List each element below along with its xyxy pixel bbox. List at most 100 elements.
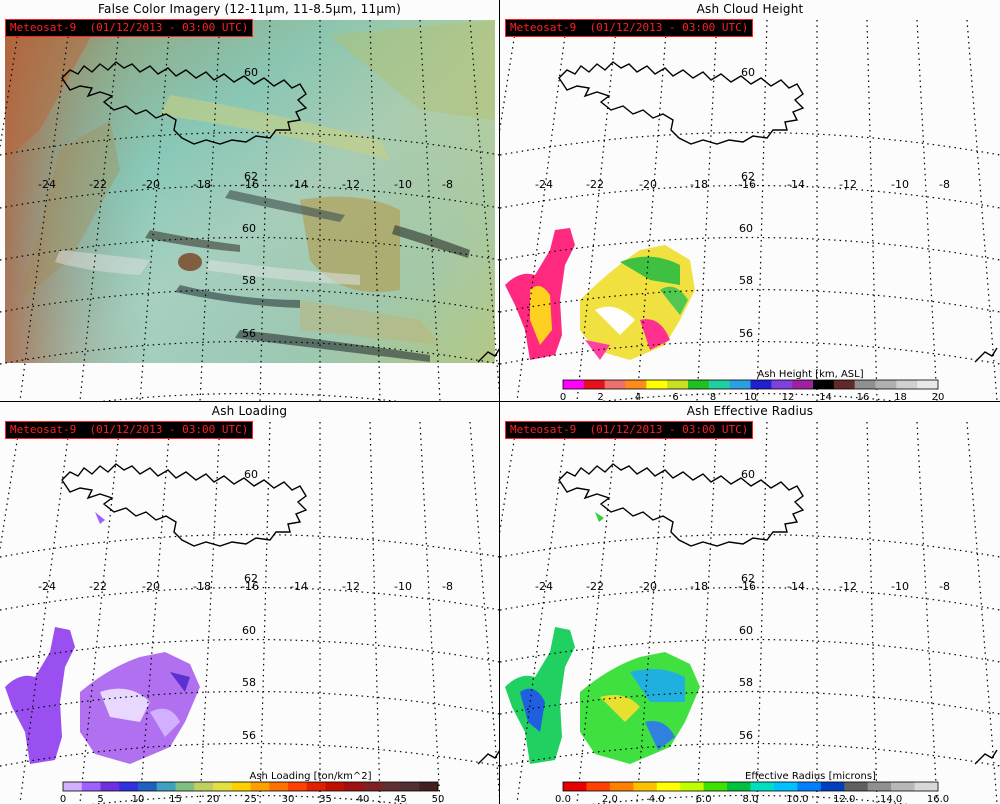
colorbar-swatch xyxy=(288,782,308,791)
panel-title: Ash Cloud Height xyxy=(696,2,804,16)
colorbar-tick: 10 xyxy=(132,794,145,804)
colorbar-tick: 35 xyxy=(319,794,332,804)
ash-height-map: -24 -22 -20 -18 -16 -14 -12 -10 -86062605856Ash … xyxy=(500,19,1000,401)
longitude-label: -14 xyxy=(787,178,805,191)
colorbar-title: Ash Height [km, ASL] xyxy=(757,369,863,380)
colorbar-tick: 0 xyxy=(60,794,66,804)
colorbar-swatch xyxy=(325,782,345,791)
colorbar-swatch xyxy=(917,380,939,389)
colorbar-swatch xyxy=(914,782,939,791)
colorbar-swatch xyxy=(81,782,101,791)
coastline-fragment xyxy=(974,347,998,363)
colorbar-tick: 4 xyxy=(635,392,641,401)
ash-radius-field xyxy=(505,512,700,764)
longitude-label: -24 xyxy=(38,580,56,593)
colorbar-tick: 2 xyxy=(597,392,603,401)
satellite-timestamp: Meteosat-9 (01/12/2013 - 03:00 UTC) xyxy=(5,421,254,439)
ash-height-field xyxy=(505,228,695,360)
colorbar-swatch xyxy=(175,782,195,791)
colorbar-tick: 4.0 xyxy=(649,794,665,804)
latitude-label: 60 xyxy=(242,624,256,637)
cloud-streaks xyxy=(5,20,495,362)
colorbar: Effective Radius [microns] 0.0 2.0 4.0 6.0 8.… xyxy=(555,771,949,804)
colorbar-swatch xyxy=(138,782,158,791)
longitude-label: -16 xyxy=(241,580,259,593)
ash-loading-panel: Ash Loading Meteosat-9 (01/12/2013 - 03:… xyxy=(0,402,499,804)
colorbar-tick: 8.0 xyxy=(743,794,759,804)
ash-loading-field xyxy=(5,512,200,764)
longitude-label: -14 xyxy=(290,580,308,593)
longitude-label: -10 xyxy=(394,580,412,593)
iceland-coastline xyxy=(558,463,805,547)
colorbar-swatch xyxy=(750,782,775,791)
latitude-label: 60 xyxy=(741,66,755,79)
colorbar-swatch xyxy=(306,782,326,791)
ash-loading-map: -24 -22 -20 -18 -16 -14 -12 -10 -8 60 62 60 58 56 Ash … xyxy=(0,421,499,804)
longitude-label: -16 xyxy=(738,178,756,191)
colorbar-swatch xyxy=(583,380,605,389)
longitude-label: -14 xyxy=(290,178,308,191)
colorbar-swatch xyxy=(820,782,845,791)
latitude-label: 58 xyxy=(242,274,256,287)
colorbar-swatch xyxy=(363,782,383,791)
colorbar-tick: 16.0 xyxy=(927,794,949,804)
colorbar-swatch xyxy=(250,782,270,791)
colorbar-tick: 15 xyxy=(169,794,182,804)
satellite-timestamp: Meteosat-9 (01/12/2013 - 03:00 UTC) xyxy=(5,19,254,37)
graticule xyxy=(500,421,1000,804)
colorbar-swatch xyxy=(231,782,251,791)
ash-height-panel: Ash Cloud Height Meteosat-9 (01/12/2013 … xyxy=(500,0,1000,401)
panel-title: False Color Imagery (12-11μm, 11-8.5μm, … xyxy=(98,2,401,16)
longitude-label: -16 xyxy=(241,178,259,191)
latitude-label: 56 xyxy=(242,327,256,340)
colorbar-swatch xyxy=(844,782,868,791)
satellite-timestamp: Meteosat-9 (01/12/2013 - 03:00 UTC) xyxy=(505,19,754,37)
longitude-label: -12 xyxy=(839,580,857,593)
longitude-label: -10 xyxy=(394,178,412,191)
panel-title: Ash Effective Radius xyxy=(686,404,814,418)
colorbar-swatch xyxy=(63,782,83,791)
iceland-coastline xyxy=(61,61,308,145)
iceland-coastline xyxy=(558,61,805,145)
colorbar-tick: 6 xyxy=(672,392,678,401)
colorbar-tick: 14.0 xyxy=(880,794,902,804)
colorbar: Ash Loading [ton/km^2] 0 5 10 15 20 25 30 35 40 45… xyxy=(60,771,445,804)
ash-radius-map: -24 -22 -20 -18 -16 -14 -12 -10 -8 60 62 60 58 56 Effe… xyxy=(500,421,1000,804)
colorbar-tick: 16 xyxy=(857,392,870,401)
colorbar-swatch xyxy=(833,380,855,389)
colorbar-tick: 30 xyxy=(282,794,295,804)
colorbar-swatch xyxy=(563,380,585,389)
longitude-label: -20 xyxy=(142,178,160,191)
longitude-label: -22 xyxy=(89,178,107,191)
colorbar-swatch xyxy=(344,782,364,791)
colorbar-swatch xyxy=(771,380,793,389)
longitude-label: -22 xyxy=(586,580,604,593)
longitude-label: -20 xyxy=(639,178,657,191)
colorbar-tick: 25 xyxy=(244,794,257,804)
longitude-label: -18 xyxy=(193,178,211,191)
colorbar-tick: 45 xyxy=(394,794,407,804)
latitude-label: 60 xyxy=(242,222,256,235)
longitude-label: -12 xyxy=(342,178,360,191)
colorbar-swatch xyxy=(797,782,822,791)
colorbar-swatch xyxy=(854,380,876,389)
colorbar-swatch xyxy=(156,782,176,791)
colorbar-swatch xyxy=(119,782,139,791)
colorbar-swatch xyxy=(419,782,439,791)
colorbar-swatch xyxy=(604,380,626,389)
latitude-label: 60 xyxy=(739,624,753,637)
latitude-label: 62 xyxy=(244,170,258,183)
coastline-fragment xyxy=(477,750,499,765)
panel-divider-horizontal xyxy=(0,401,1000,402)
iceland-coastline xyxy=(61,463,308,547)
colorbar-swatch xyxy=(680,782,704,791)
colorbar-swatch xyxy=(773,782,798,791)
colorbar-tick: 20 xyxy=(207,794,220,804)
colorbar-title: Effective Radius [microns] xyxy=(745,771,876,782)
colorbar-swatch xyxy=(609,782,634,791)
colorbar-swatch xyxy=(896,380,918,389)
colorbar-swatch xyxy=(100,782,120,791)
latitude-label: 60 xyxy=(244,66,258,79)
colorbar-title: Ash Loading [ton/km^2] xyxy=(249,771,371,782)
latitude-label: 62 xyxy=(244,572,258,585)
